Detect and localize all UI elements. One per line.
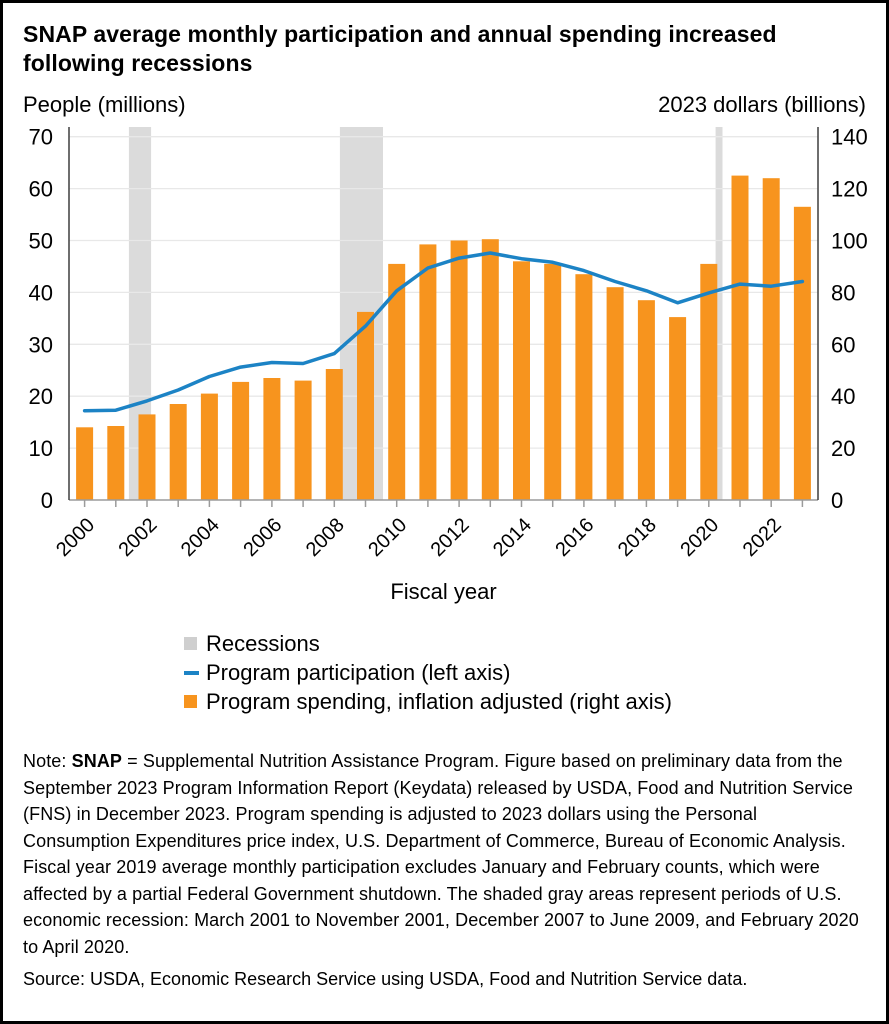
svg-text:20: 20 (831, 436, 855, 461)
legend-label-recessions: Recessions (206, 630, 320, 656)
legend-item-spending: Program spending, inflation adjusted (ri… (184, 687, 886, 716)
svg-text:2008: 2008 (302, 514, 349, 561)
svg-text:120: 120 (831, 177, 868, 202)
legend: Recessions Program participation (left a… (184, 629, 886, 716)
svg-text:50: 50 (29, 229, 53, 254)
recession-swatch-icon (184, 637, 197, 651)
legend-item-recessions: Recessions (184, 629, 886, 658)
svg-text:80: 80 (831, 280, 855, 305)
svg-text:2022: 2022 (739, 514, 786, 561)
svg-text:30: 30 (29, 332, 53, 357)
note-text: Note: SNAP = Supplemental Nutrition Assi… (23, 748, 866, 960)
svg-text:2020: 2020 (676, 514, 723, 561)
note-body: = Supplemental Nutrition Assistance Prog… (23, 751, 859, 957)
participation-line-icon (184, 670, 199, 675)
svg-text:60: 60 (831, 332, 855, 357)
chart-area: 2000 2002 2004 2006 2008 2010 2012 2014 2016 2018… (3, 120, 886, 617)
svg-text:2000: 2000 (52, 514, 99, 561)
svg-text:40: 40 (831, 384, 855, 409)
svg-text:2016: 2016 (551, 514, 598, 561)
legend-item-participation: Program participation (left axis) (184, 658, 886, 687)
snap-chart: 2000 2002 2004 2006 2008 2010 2012 2014 2016 2018… (29, 125, 868, 604)
svg-text:20: 20 (29, 384, 53, 409)
svg-text:2018: 2018 (614, 514, 661, 561)
note-snap-bold: SNAP (71, 751, 123, 772)
svg-text:2004: 2004 (177, 514, 224, 561)
note-prefix: Note: (23, 751, 72, 772)
source-text: Source: USDA, Economic Research Service … (23, 969, 748, 990)
svg-text:0: 0 (41, 488, 53, 513)
svg-text:2012: 2012 (427, 514, 474, 561)
legend-label-participation: Program participation (left axis) (206, 659, 511, 685)
left-axis-label: People (millions) (23, 92, 186, 118)
svg-text:Fiscal year: Fiscal year (390, 579, 496, 604)
spending-swatch-icon (184, 695, 197, 709)
axis-header-row: People (millions) 2023 dollars (billions… (3, 92, 886, 118)
legend-label-spending: Program spending, inflation adjusted (ri… (206, 688, 672, 714)
svg-text:0: 0 (831, 488, 843, 513)
svg-text:100: 100 (831, 229, 868, 254)
svg-text:60: 60 (29, 177, 53, 202)
svg-text:2014: 2014 (489, 514, 536, 561)
svg-text:2010: 2010 (364, 514, 411, 561)
right-axis-label: 2023 dollars (billions) (658, 92, 866, 118)
svg-text:2006: 2006 (239, 514, 286, 561)
svg-text:70: 70 (29, 125, 53, 150)
svg-text:40: 40 (29, 280, 53, 305)
svg-text:2002: 2002 (115, 514, 162, 561)
svg-text:10: 10 (29, 436, 53, 461)
page-title: SNAP average monthly participation and a… (23, 21, 777, 76)
svg-text:140: 140 (831, 125, 868, 150)
